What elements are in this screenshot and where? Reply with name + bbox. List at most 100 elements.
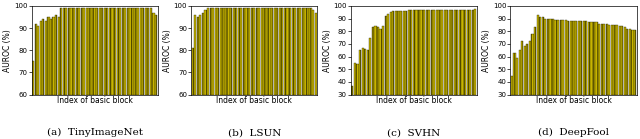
- Bar: [549, 19, 552, 95]
- Bar: [420, 10, 422, 95]
- Bar: [245, 8, 248, 95]
- Bar: [109, 8, 111, 95]
- Bar: [276, 8, 278, 95]
- Bar: [142, 8, 144, 95]
- Bar: [191, 48, 194, 95]
- Bar: [516, 58, 518, 95]
- Bar: [547, 19, 549, 95]
- Bar: [518, 50, 521, 95]
- X-axis label: Index of basic block: Index of basic block: [216, 96, 292, 105]
- Bar: [621, 26, 623, 95]
- Bar: [554, 20, 557, 95]
- Bar: [387, 14, 389, 95]
- Bar: [464, 10, 466, 95]
- Bar: [194, 15, 196, 95]
- Bar: [511, 75, 513, 95]
- Bar: [258, 8, 260, 95]
- Bar: [315, 13, 317, 95]
- Bar: [590, 22, 593, 95]
- Bar: [32, 61, 34, 95]
- Bar: [588, 22, 590, 95]
- Bar: [45, 21, 47, 95]
- Bar: [204, 10, 207, 95]
- Bar: [413, 10, 415, 95]
- Bar: [536, 15, 539, 95]
- Bar: [152, 13, 154, 95]
- Bar: [405, 11, 407, 95]
- Bar: [552, 19, 554, 95]
- Bar: [354, 63, 356, 95]
- Bar: [359, 50, 361, 95]
- Bar: [73, 8, 75, 95]
- Bar: [598, 24, 600, 95]
- Bar: [101, 8, 103, 95]
- Bar: [369, 38, 371, 95]
- Bar: [119, 8, 121, 95]
- Bar: [310, 8, 312, 95]
- Bar: [623, 28, 626, 95]
- Bar: [243, 8, 245, 95]
- Bar: [124, 8, 126, 95]
- Bar: [544, 19, 547, 95]
- Bar: [400, 11, 402, 95]
- Bar: [271, 8, 273, 95]
- Bar: [250, 8, 253, 95]
- Bar: [312, 10, 314, 95]
- Bar: [134, 8, 136, 95]
- Bar: [91, 8, 93, 95]
- Bar: [140, 8, 141, 95]
- Bar: [608, 25, 611, 95]
- Bar: [127, 8, 129, 95]
- Bar: [65, 8, 67, 95]
- Bar: [122, 8, 124, 95]
- Bar: [364, 49, 366, 95]
- Bar: [63, 8, 65, 95]
- Bar: [196, 17, 199, 95]
- Bar: [83, 8, 85, 95]
- Bar: [212, 8, 214, 95]
- Bar: [631, 30, 634, 95]
- Bar: [567, 21, 570, 95]
- X-axis label: Index of basic block: Index of basic block: [376, 96, 452, 105]
- Bar: [269, 8, 271, 95]
- Bar: [441, 10, 443, 95]
- Bar: [235, 8, 237, 95]
- Bar: [42, 19, 44, 95]
- Bar: [114, 8, 116, 95]
- Bar: [415, 10, 417, 95]
- Bar: [104, 8, 106, 95]
- Bar: [423, 10, 425, 95]
- Bar: [438, 10, 440, 95]
- Bar: [585, 21, 588, 95]
- Bar: [362, 48, 364, 95]
- Bar: [37, 26, 39, 95]
- Bar: [147, 8, 149, 95]
- Bar: [418, 10, 420, 95]
- Bar: [284, 8, 286, 95]
- Bar: [428, 10, 430, 95]
- Bar: [436, 10, 438, 95]
- Bar: [446, 10, 448, 95]
- Bar: [634, 30, 636, 95]
- Bar: [444, 10, 445, 95]
- Bar: [377, 28, 379, 95]
- Bar: [40, 21, 42, 95]
- Bar: [570, 21, 572, 95]
- Bar: [220, 8, 222, 95]
- Bar: [132, 8, 134, 95]
- Bar: [55, 15, 57, 95]
- Bar: [282, 8, 284, 95]
- Bar: [50, 19, 52, 95]
- Bar: [593, 22, 595, 95]
- Bar: [456, 10, 458, 95]
- Bar: [559, 20, 562, 95]
- Bar: [96, 8, 98, 95]
- Bar: [199, 15, 202, 95]
- Bar: [390, 12, 392, 95]
- Bar: [106, 8, 108, 95]
- Bar: [616, 25, 618, 95]
- Bar: [459, 10, 461, 95]
- Bar: [372, 28, 374, 95]
- Bar: [76, 8, 77, 95]
- Bar: [408, 10, 410, 95]
